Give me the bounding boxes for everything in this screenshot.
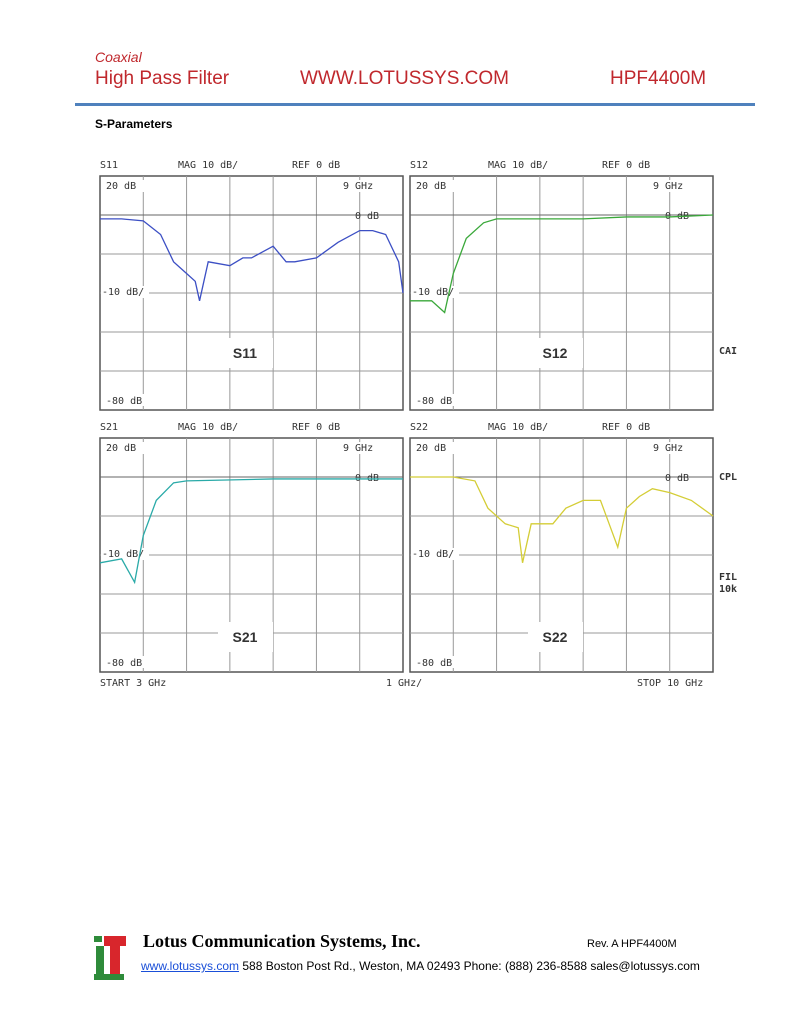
trace-name: S21 (100, 422, 118, 433)
label-bg (411, 286, 459, 298)
label-bg (413, 656, 459, 668)
top-level: 20 dB (106, 443, 136, 454)
marker-freq: 9 GHz (343, 181, 373, 192)
label-bg (101, 548, 149, 560)
bottom-level: -80 dB (416, 658, 452, 669)
side-label: 10k (719, 584, 737, 595)
side-label: CPL (719, 472, 737, 483)
start-label: START 3 GHz (100, 678, 166, 689)
ref-label: REF 0 dB (292, 160, 340, 171)
website: WWW.LOTUSSYS.COM (300, 68, 509, 89)
label-bg (340, 442, 386, 454)
stop-label: STOP 10 GHz (637, 678, 703, 689)
title: High Pass Filter (95, 68, 230, 89)
top-level: 20 dB (106, 181, 136, 192)
trace-label: S11 (233, 345, 257, 361)
span-label: 1 GHz/ (386, 678, 422, 689)
trace (99, 478, 403, 585)
trace (100, 218, 404, 301)
company: Lotus Communication Systems, Inc. (143, 931, 421, 951)
trace-label: S12 (543, 345, 568, 361)
top-level: 20 dB (416, 181, 446, 192)
marker-freq: 9 GHz (343, 443, 373, 454)
label-bg (103, 394, 149, 406)
logo (94, 936, 126, 980)
trace (410, 214, 714, 314)
label-box (218, 338, 273, 368)
mag-label: MAG 10 dB/ (488, 160, 548, 171)
revision: Rev. A HPF4400M (587, 938, 677, 950)
category: Coaxial (95, 49, 142, 65)
analyzer-display: S11 MAG 10 dB/REF 0 dB 20 dB 9 GHz 0 dB -10 d… (99, 160, 737, 689)
mid-level: -10 dB/ (102, 549, 144, 560)
mag-label: MAG 10 dB/ (178, 422, 238, 433)
label-bg (650, 442, 696, 454)
trace-label: S22 (543, 629, 568, 645)
mag-label: MAG 10 dB/ (178, 160, 238, 171)
marker-level: 0 dB (665, 473, 689, 484)
label-bg (101, 286, 149, 298)
mid-level: -10 dB/ (412, 549, 454, 560)
label-bg (650, 180, 696, 192)
bottom-level: -80 dB (106, 658, 142, 669)
mag-label: MAG 10 dB/ (488, 422, 548, 433)
ref-label: REF 0 dB (602, 422, 650, 433)
label-bg (103, 442, 145, 454)
trace-name: S12 (410, 160, 428, 171)
header-rule (75, 103, 755, 106)
trace-label: S21 (233, 629, 258, 645)
bottom-level: -80 dB (106, 396, 142, 407)
ref-label: REF 0 dB (602, 160, 650, 171)
ref-label: REF 0 dB (292, 422, 340, 433)
marker-freq: 9 GHz (653, 181, 683, 192)
bottom-level: -80 dB (416, 396, 452, 407)
contact: 588 Boston Post Rd., Weston, MA 02493 Ph… (239, 959, 700, 973)
side-label: FIL (719, 572, 737, 583)
side-label: CAI (719, 346, 737, 357)
part-number: HPF4400M (610, 68, 707, 89)
section-title: S-Parameters (95, 117, 173, 131)
label-bg (340, 180, 386, 192)
trace-name: S11 (100, 160, 118, 171)
label-bg (413, 442, 455, 454)
top-level: 20 dB (416, 443, 446, 454)
label-box (528, 622, 583, 652)
label-box (218, 622, 273, 652)
marker-level: 0 dB (355, 211, 379, 222)
trace-name: S22 (410, 422, 428, 433)
label-bg (413, 180, 455, 192)
label-bg (413, 394, 459, 406)
label-bg (411, 548, 459, 560)
mid-level: -10 dB/ (102, 287, 144, 298)
label-box (528, 338, 583, 368)
label-bg (103, 180, 145, 192)
label-bg (103, 656, 149, 668)
trace (410, 476, 714, 563)
mid-level: -10 dB/ (412, 287, 454, 298)
website-link[interactable]: www.lotussys.com (141, 959, 240, 973)
marker-freq: 9 GHz (653, 443, 683, 454)
